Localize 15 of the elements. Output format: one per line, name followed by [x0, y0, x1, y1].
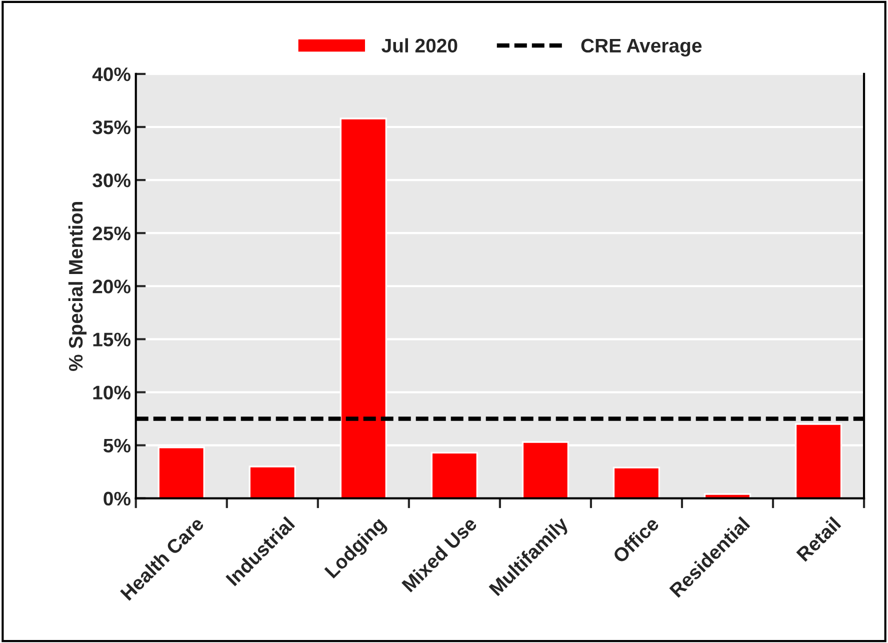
y-tick-label: 30% [92, 174, 130, 188]
y-axis-title: % Special Mention [68, 202, 87, 371]
legend-label: Jul 2020 [382, 38, 458, 53]
y-tick-label: 15% [93, 332, 130, 346]
bar [430, 452, 478, 498]
bar [248, 466, 296, 498]
y-tick-label: 0% [104, 492, 130, 506]
y-tick-label: 20% [92, 280, 130, 294]
y-tick-label: 25% [92, 226, 130, 240]
y-tick-label: 5% [104, 438, 130, 453]
bar [612, 466, 660, 498]
y-tick-label: 35% [92, 120, 130, 134]
y-tick-label: 40% [92, 67, 130, 82]
legend-label: CRE Average [581, 38, 702, 56]
y-tick-label: 10% [93, 386, 130, 400]
